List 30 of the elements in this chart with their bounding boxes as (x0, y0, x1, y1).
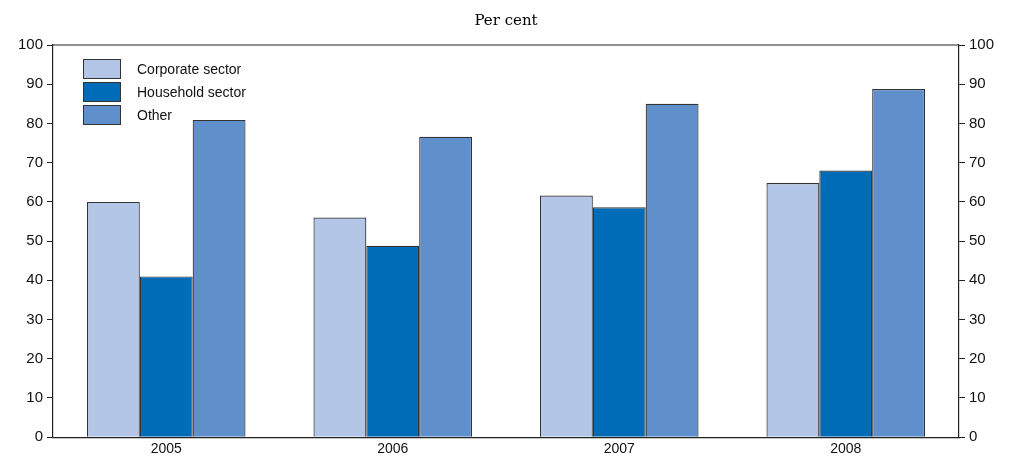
y-tick-label: 50 (26, 231, 43, 249)
x-tick-label: 2005 (150, 440, 183, 457)
y-tick-label: 70 (26, 152, 43, 170)
y-tick-label: 40 (26, 270, 43, 288)
y-tick-label: 60 (26, 192, 43, 210)
y-tick-label: 10 (26, 388, 43, 406)
y2-tick-label: 60 (969, 192, 986, 210)
x-tick-label: 2006 (377, 440, 409, 457)
legend-label: Other (137, 106, 173, 123)
y2-tick-label: 40 (969, 270, 986, 288)
legend-label: Corporate sector (137, 60, 242, 77)
y2-tick-label: 80 (969, 113, 986, 131)
y2-tick-label: 70 (969, 152, 986, 170)
y-tick-label: 90 (26, 74, 43, 92)
y2-tick-label: 30 (969, 309, 986, 327)
y2-tick-label: 90 (969, 74, 986, 92)
y-tick-label: 30 (26, 309, 43, 327)
y-tick-label: 80 (26, 113, 43, 131)
y2-tick-label: 10 (969, 388, 986, 406)
legend-label: Household sector (137, 83, 246, 100)
y-tick-label: 100 (17, 35, 43, 53)
chart-subtitle: Per cent (473, 10, 539, 31)
y2-tick-label: 50 (969, 231, 986, 249)
y-tick-label: 0 (34, 427, 43, 445)
y-tick-label: 20 (26, 348, 43, 366)
x-tick-label: 2007 (603, 440, 636, 457)
y2-tick-label: 0 (969, 427, 978, 445)
y2-tick-label: 100 (969, 35, 995, 53)
y2-tick-label: 20 (969, 348, 986, 366)
x-tick-label: 2008 (830, 440, 862, 457)
